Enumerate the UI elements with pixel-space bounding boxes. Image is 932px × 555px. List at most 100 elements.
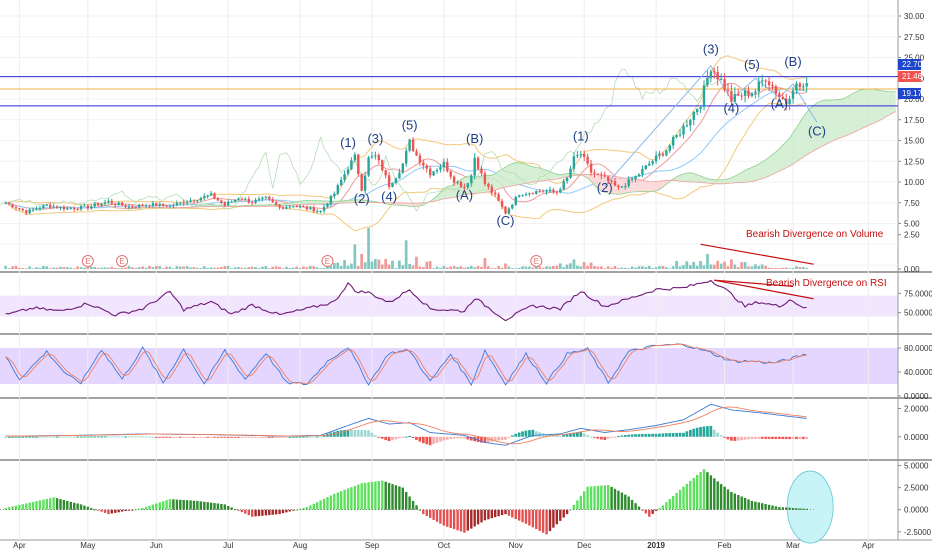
volume-bar	[45, 266, 48, 269]
macd-histogram-bar	[511, 435, 514, 436]
stochastic-tick-label: 80.0000	[904, 344, 932, 353]
macd-histogram-bar	[93, 436, 96, 437]
candle-body	[580, 154, 582, 155]
candle-body	[638, 174, 640, 176]
oscillator-bar	[638, 507, 640, 510]
macd-histogram-bar	[59, 437, 62, 438]
candle-body	[723, 79, 725, 90]
volume-bar	[617, 268, 620, 269]
macd-histogram-bar	[4, 437, 7, 438]
macd-histogram-bar	[429, 437, 432, 445]
price-tick-label: 5.00	[904, 220, 920, 229]
macd-histogram-bar	[597, 437, 600, 439]
volume-bar	[285, 267, 288, 269]
volume-bar	[59, 267, 62, 269]
candle-body	[542, 191, 544, 192]
candle-body	[706, 78, 708, 86]
macd-histogram-bar	[638, 434, 641, 437]
oscillator-bar	[343, 490, 345, 510]
candle-body	[710, 71, 712, 78]
oscillator-bar	[63, 500, 65, 510]
volume-bar	[347, 266, 350, 269]
volume-bar	[179, 267, 182, 269]
volume-bar	[302, 267, 305, 270]
macd-histogram-bar	[395, 437, 398, 440]
candle-body	[316, 211, 318, 212]
candle-body	[141, 205, 143, 206]
volume-bar	[11, 266, 14, 269]
oscillator-bar	[497, 510, 499, 517]
volume-bar	[627, 268, 630, 269]
volume-bar	[251, 267, 254, 269]
oscillator-bar	[258, 510, 260, 516]
volume-bar	[87, 267, 90, 269]
macd-histogram-bar	[603, 437, 606, 440]
oscillator-bar	[559, 510, 561, 521]
ichimoku-cloud-segment	[451, 184, 454, 198]
candle-body	[381, 160, 383, 170]
candle-body	[80, 206, 82, 209]
candle-body	[617, 186, 619, 188]
volume-bar	[781, 268, 784, 269]
oscillator-bar	[337, 493, 339, 510]
x-tick-label: Aug	[293, 541, 307, 550]
candle-body	[518, 195, 520, 197]
candle-body	[422, 163, 424, 166]
volume-bar	[679, 266, 682, 269]
ichimoku-cloud-segment	[526, 164, 529, 183]
macd-histogram-bar	[610, 437, 613, 438]
ichimoku-cloud-segment	[855, 91, 859, 132]
candle-body	[432, 171, 434, 175]
candle-body	[545, 191, 547, 192]
oscillator-bar	[542, 510, 544, 533]
ichimoku-cloud-segment	[307, 200, 311, 204]
macd-histogram-bar	[631, 434, 634, 436]
volume-bar	[275, 266, 278, 269]
macd-histogram-bar	[69, 437, 72, 438]
candle-body	[453, 177, 455, 183]
ichimoku-cloud-segment	[714, 180, 717, 184]
oscillator-bar	[162, 501, 164, 509]
oscillator-bar	[689, 481, 691, 510]
volume-bar	[586, 266, 589, 269]
macd-histogram-bar	[340, 430, 343, 436]
volume-bar	[247, 267, 250, 269]
volume-bar	[576, 266, 579, 269]
volume-bar	[316, 267, 319, 269]
candle-body	[196, 200, 198, 201]
oscillator-bar	[652, 510, 654, 514]
candle-body	[326, 204, 328, 207]
candle-body	[73, 208, 75, 209]
candle-body	[90, 206, 92, 208]
volume-bar	[792, 268, 795, 269]
volume-bar	[158, 266, 161, 269]
volume-bar	[35, 267, 38, 269]
candle-body	[720, 79, 722, 80]
oscillator-bar	[785, 508, 787, 510]
macd-histogram-bar	[679, 433, 682, 437]
macd-histogram-bar	[73, 437, 76, 438]
macd-histogram-bar	[97, 436, 100, 437]
volume-bar	[121, 268, 124, 269]
volume-bar	[706, 254, 709, 269]
oscillator-bar	[179, 500, 181, 510]
oscillator-bar	[713, 478, 715, 509]
candle-body	[405, 151, 407, 164]
ichimoku-cloud-segment	[690, 173, 694, 182]
candle-body	[696, 109, 698, 112]
oscillator-bar	[734, 494, 736, 510]
macd-histogram-bar	[443, 437, 446, 441]
candle-body	[343, 174, 345, 180]
macd-histogram-bar	[45, 437, 48, 438]
oscillator-bar	[415, 505, 417, 509]
macd-histogram-bar	[658, 434, 661, 437]
macd-histogram-bar	[131, 436, 134, 437]
elliott-wave-label: (C)	[496, 213, 514, 228]
volume-bar	[220, 267, 223, 269]
macd-histogram-bar	[28, 437, 31, 438]
candle-body	[604, 176, 606, 177]
oscillator-bar	[617, 491, 619, 510]
oscillator-bar	[443, 510, 445, 526]
ichimoku-cloud-segment	[317, 201, 320, 205]
volume-bar	[155, 266, 158, 269]
